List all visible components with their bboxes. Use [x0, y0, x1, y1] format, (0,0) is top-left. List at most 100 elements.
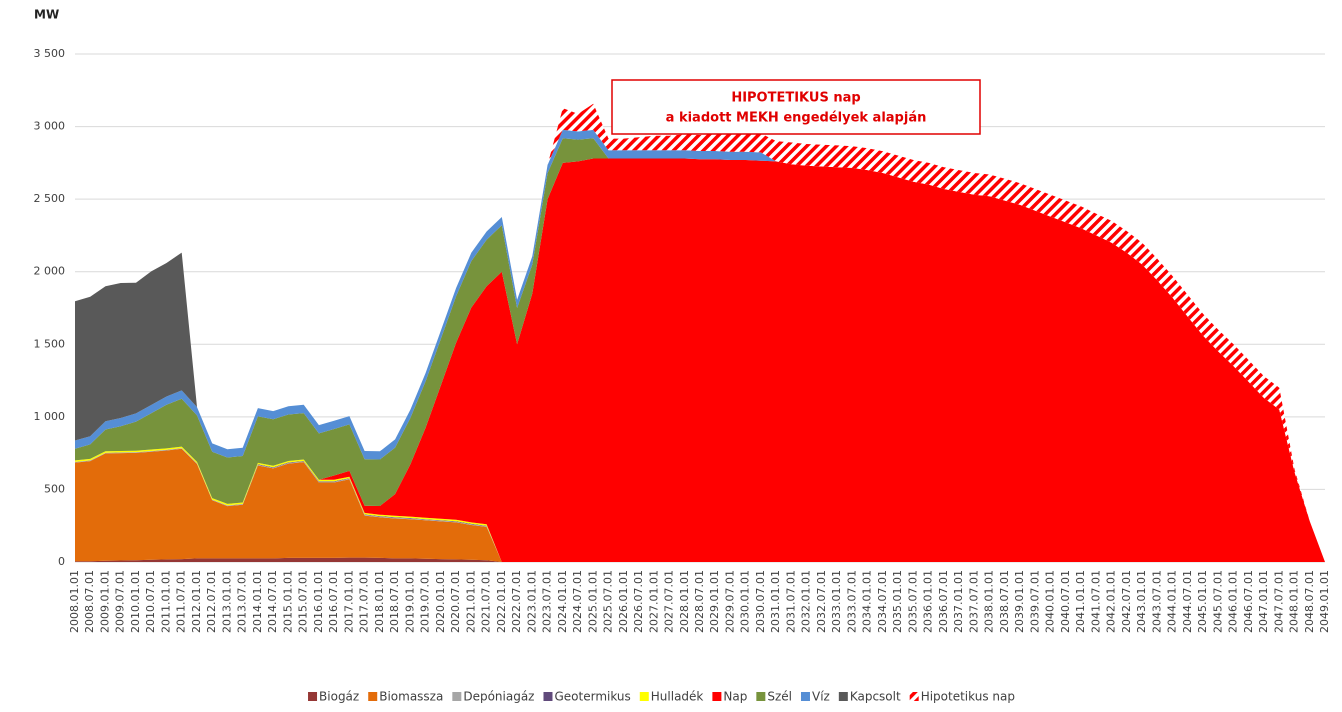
x-tick-label: 2011.01.01 [159, 570, 172, 633]
annotation: a kiadott MEKH engedélyek alapján [666, 111, 927, 126]
y-tick-label: 500 [44, 482, 65, 495]
x-tick-label: 2023.01.01 [525, 570, 538, 633]
x-tick-label: 2008.01.01 [68, 570, 81, 633]
x-tick-label: 2045.01.01 [1196, 570, 1209, 633]
x-tick-label: 2018.07.01 [388, 570, 401, 633]
x-tick-label: 2025.07.01 [602, 570, 615, 633]
x-tick-label: 2013.07.01 [236, 570, 249, 633]
area [75, 448, 1325, 562]
x-tick-label: 2009.01.01 [98, 570, 111, 633]
legend-swatch [712, 692, 722, 701]
x-tick-label: 2043.07.01 [1150, 570, 1163, 633]
x-tick-label: 2030.07.01 [754, 570, 767, 633]
x-tick-label: 2023.07.01 [541, 570, 554, 633]
x-tick-label: 2027.07.01 [663, 570, 676, 633]
area [75, 158, 1325, 562]
legend-swatch [909, 692, 919, 701]
x-tick-label: 2010.07.01 [144, 570, 157, 633]
x-tick-label: 2014.01.01 [251, 570, 264, 633]
x-tick-label: 2026.01.01 [617, 570, 630, 633]
x-tick-label: 2033.07.01 [845, 570, 858, 633]
legend-label: Hulladék [651, 690, 704, 704]
legend-label: Nap [723, 690, 747, 704]
legend-swatch [368, 692, 378, 701]
area [75, 138, 1325, 562]
annotation: HIPOTETIKUS nap [731, 91, 860, 106]
x-tick-label: 2009.07.01 [114, 570, 127, 633]
x-tick-label: 2024.01.01 [556, 570, 569, 633]
x-tick-label: 2036.01.01 [922, 570, 935, 633]
x-tick-label: 2026.07.01 [632, 570, 645, 633]
legend-label: Biomassza [379, 690, 443, 704]
x-tick-label: 2032.01.01 [800, 570, 813, 633]
x-tick-label: 2043.01.01 [1135, 570, 1148, 633]
x-tick-label: 2042.01.01 [1105, 570, 1118, 633]
x-tick-label: 2034.01.01 [861, 570, 874, 633]
x-tick-label: 2016.07.01 [327, 570, 340, 633]
legend-label: Biogáz [319, 690, 359, 704]
x-tick-label: 2021.07.01 [480, 570, 493, 633]
x-tick-label: 2022.01.01 [495, 570, 508, 633]
x-tick-label: 2048.07.01 [1303, 570, 1316, 633]
x-tick-label: 2027.01.01 [647, 570, 660, 633]
x-tick-label: 2022.07.01 [510, 570, 523, 633]
x-tick-label: 2013.01.01 [220, 570, 233, 633]
legend: Biogáz Biomassza Depóniagáz Geotermikus Hull… [308, 690, 1015, 704]
x-tick-label: 2031.01.01 [769, 570, 782, 633]
x-tick-label: 2033.01.01 [830, 570, 843, 633]
legend-swatch [543, 692, 553, 701]
x-tick-label: 2047.01.01 [1257, 570, 1270, 633]
legend-swatch [308, 692, 318, 701]
y-axis-title: MW [34, 8, 59, 22]
x-tick-label: 2035.07.01 [906, 570, 919, 633]
x-tick-label: 2028.01.01 [678, 570, 691, 633]
x-tick-label: 2046.01.01 [1227, 570, 1240, 633]
x-tick-label: 2012.01.01 [190, 570, 203, 633]
x-tick-label: 2017.07.01 [358, 570, 371, 633]
x-tick-label: 2008.07.01 [83, 570, 96, 633]
legend-swatch [639, 692, 649, 701]
x-tick-label: 2046.07.01 [1242, 570, 1255, 633]
x-tick-label: 2042.07.01 [1120, 570, 1133, 633]
x-tick-label: 2034.07.01 [876, 570, 889, 633]
y-tick-label: 0 [58, 555, 65, 568]
x-tick-label: 2024.07.01 [571, 570, 584, 633]
legend-swatch [756, 692, 766, 701]
x-tick-label: 2017.01.01 [342, 570, 355, 633]
x-tick-label: 2041.07.01 [1089, 570, 1102, 633]
x-tick-label: 2049.01.01 [1318, 570, 1331, 633]
area [75, 557, 1325, 562]
x-tick-label: 2019.01.01 [403, 570, 416, 633]
x-tick-label: 2011.07.01 [175, 570, 188, 633]
x-tick-label: 2014.07.01 [266, 570, 279, 633]
x-tick-label: 2039.07.01 [1028, 570, 1041, 633]
x-tick-label: 2030.01.01 [739, 570, 752, 633]
legend-label: Geotermikus [554, 690, 630, 704]
legend-label: Depóniagáz [463, 690, 534, 704]
x-tick-label: 2036.07.01 [937, 570, 950, 633]
x-tick-label: 2044.07.01 [1181, 570, 1194, 633]
legend-swatch [800, 692, 810, 701]
x-tick-label: 2040.01.01 [1044, 570, 1057, 633]
x-tick-label: 2044.01.01 [1166, 570, 1179, 633]
legend-swatch [838, 692, 848, 701]
y-tick-label: 1 500 [34, 337, 66, 350]
x-tick-label: 2021.01.01 [464, 570, 477, 633]
x-tick-label: 2015.07.01 [297, 570, 310, 633]
x-tick-label: 2048.01.01 [1288, 570, 1301, 633]
legend-swatch [452, 692, 462, 701]
legend-label: Szél [767, 690, 792, 704]
x-tick-label: 2020.01.01 [434, 570, 447, 633]
x-tick-label: 2010.01.01 [129, 570, 142, 633]
x-tick-label: 2037.07.01 [967, 570, 980, 633]
x-tick-label: 2025.01.01 [586, 570, 599, 633]
legend-label: Hipotetikus nap [921, 690, 1015, 704]
x-tick-label: 2018.01.01 [373, 570, 386, 633]
legend-label: Víz [812, 690, 830, 704]
x-tick-label: 2012.07.01 [205, 570, 218, 633]
x-tick-label: 2035.01.01 [891, 570, 904, 633]
y-tick-label: 1 000 [34, 410, 66, 423]
x-tick-label: 2032.07.01 [815, 570, 828, 633]
x-tick-label: 2038.01.01 [983, 570, 996, 633]
y-tick-label: 2 500 [34, 192, 66, 205]
